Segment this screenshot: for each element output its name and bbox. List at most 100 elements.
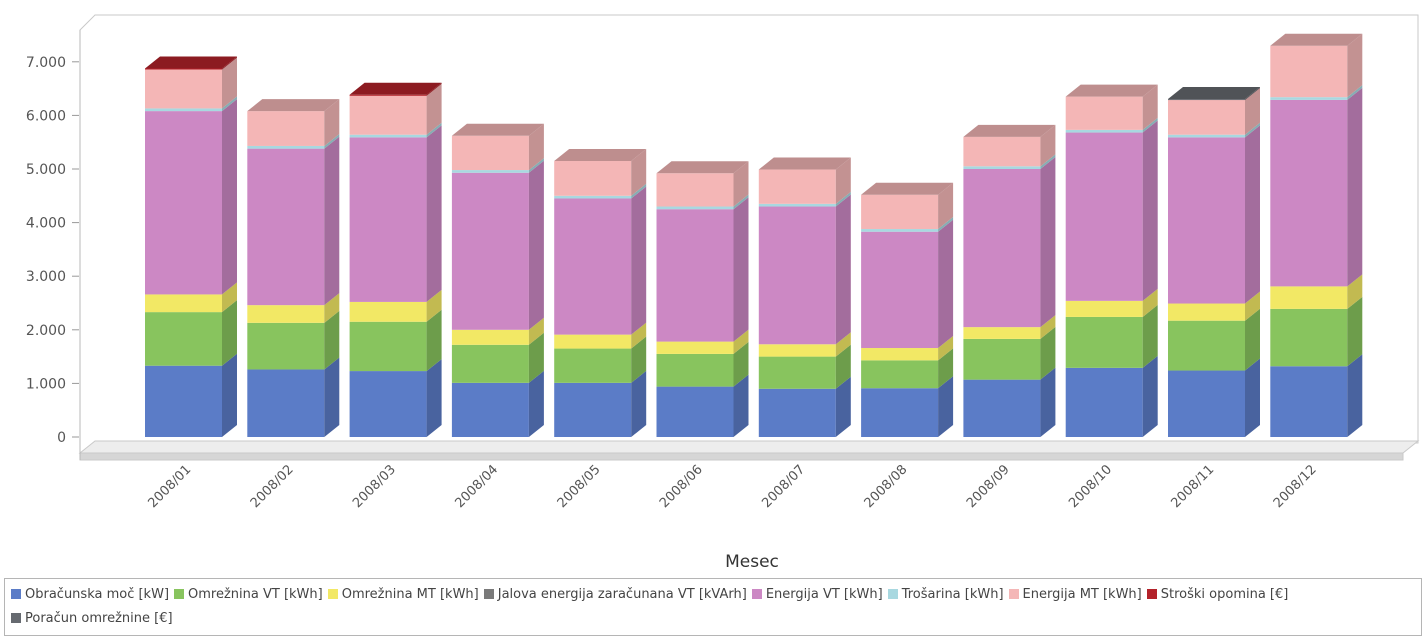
bar-segment-side — [631, 322, 647, 349]
bar-segment — [1270, 97, 1348, 100]
bar-segment — [451, 172, 529, 330]
bar-segment-side — [1245, 308, 1260, 371]
bar-segment — [451, 170, 529, 173]
bar-stack — [145, 56, 237, 437]
x-tick-label: 2008/12 — [1271, 462, 1320, 511]
bar-segment — [963, 166, 1041, 169]
x-tick-label: 2008/08 — [862, 462, 911, 511]
bar-segment — [861, 231, 939, 349]
bar-segment — [349, 301, 427, 322]
bar-segment — [758, 203, 836, 207]
bar-segment-side — [426, 125, 442, 302]
bar-segment — [145, 365, 222, 437]
bar-segment-side — [1142, 84, 1158, 130]
bar-segment — [861, 229, 939, 232]
bar-segment — [1168, 303, 1245, 321]
bar-segment — [1168, 99, 1245, 135]
bar-segment — [349, 134, 427, 138]
bar-segment-side — [835, 194, 851, 345]
bar-segment-side — [528, 317, 544, 345]
legend-label: Omrežnina MT [kWh] — [341, 587, 479, 602]
bar-stack — [247, 99, 340, 437]
bar-segment-side — [426, 122, 442, 138]
bar-segment — [1065, 316, 1143, 368]
bar-top-face — [349, 82, 442, 95]
legend-label: Obračunska moč [kW] — [25, 587, 170, 602]
bar-segment-side — [835, 344, 851, 389]
bar-segment — [758, 356, 836, 389]
bar-segment — [861, 360, 939, 389]
x-tick-label: 2008/11 — [1169, 462, 1218, 511]
bar-stack — [349, 82, 442, 437]
bar-segment — [451, 382, 529, 437]
y-axis: 0 1.000 2.000 3.000 4.000 5.000 6.000 7.000 — [26, 55, 79, 446]
bar-segment — [1065, 129, 1143, 133]
bar-segment-side — [1142, 120, 1158, 301]
legend-swatch — [11, 613, 21, 623]
bar-segment — [349, 94, 427, 96]
bar-segment-side — [1142, 117, 1158, 133]
bar-segment-side — [1245, 291, 1260, 321]
plot-floor-front — [79, 452, 1404, 461]
legend-label: Stroški opomina [€] — [1160, 587, 1289, 602]
bar-segment-side — [631, 370, 647, 437]
legend-label: Poračun omrežnine [€] — [25, 611, 173, 626]
bar-top-face — [963, 124, 1056, 137]
bar-top-face — [1168, 87, 1260, 100]
bar-segment-side — [528, 332, 544, 383]
bar-top-face — [861, 182, 954, 195]
bar-segment — [1065, 300, 1143, 317]
legend-swatch — [1008, 589, 1019, 599]
bar-segment-side — [1142, 288, 1158, 317]
y-tick-label: 0 — [57, 430, 66, 446]
bar-top-face — [656, 161, 749, 174]
bar-segment-side — [1347, 274, 1363, 309]
bar-segment — [1168, 134, 1245, 138]
x-tick-label: 2008/06 — [657, 462, 706, 511]
bar-segment-side — [528, 123, 544, 171]
bar-segment — [349, 137, 427, 302]
bar-segment-side — [528, 158, 544, 173]
bar-segment — [861, 348, 939, 361]
x-tick-label: 2008/10 — [1066, 462, 1115, 511]
bar-segment — [1168, 99, 1245, 101]
x-axis-title: Mesec — [725, 552, 779, 572]
bar-segment — [963, 379, 1041, 437]
bar-top-face — [758, 157, 851, 170]
legend-item: Stroški opomina [€] — [1146, 583, 1289, 607]
bar-segment — [145, 108, 222, 112]
bar-segment — [554, 195, 632, 199]
bar-segment — [554, 160, 632, 196]
bar-segment-side — [426, 82, 442, 96]
bar-stack — [758, 157, 851, 437]
stacked-bar-chart: 0 1.000 2.000 3.000 4.000 5.000 6.000 7.000 200… — [26, 14, 1420, 572]
bar-top-face — [554, 148, 647, 161]
bar-segment-side — [1347, 296, 1363, 367]
x-tick-label: 2008/09 — [964, 462, 1013, 511]
y-tick-label: 4.000 — [26, 216, 66, 232]
bar-segment — [656, 353, 734, 387]
bar-segment — [1168, 137, 1245, 304]
bar-segment-side — [733, 329, 749, 354]
legend-item: Trošarina [kWh] — [887, 583, 1004, 607]
bar-segment — [247, 305, 325, 323]
bar-segment — [656, 209, 734, 342]
bar-segment — [349, 371, 427, 437]
bar-segment-side — [631, 186, 647, 335]
bar-segment-side — [733, 197, 749, 342]
bar-segment-side — [1245, 87, 1260, 135]
bar-stack — [1168, 87, 1260, 437]
bar-segment-side — [324, 133, 340, 149]
bar-top-face — [451, 123, 544, 136]
bar-segment — [247, 148, 325, 306]
bar-segment-side — [835, 191, 851, 207]
bar-segment — [145, 68, 222, 109]
bar-segment — [451, 344, 529, 383]
bar-segment-side — [222, 353, 237, 437]
bar-segment — [1270, 286, 1348, 309]
bar-segment-side — [222, 56, 237, 70]
bar-segment — [1168, 370, 1245, 437]
bar-segment — [554, 348, 632, 383]
bar-segment-side — [1040, 326, 1056, 380]
bar-segment — [247, 369, 325, 437]
